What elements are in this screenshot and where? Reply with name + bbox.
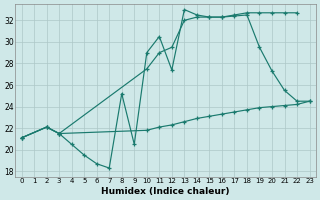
X-axis label: Humidex (Indice chaleur): Humidex (Indice chaleur) [101, 187, 230, 196]
